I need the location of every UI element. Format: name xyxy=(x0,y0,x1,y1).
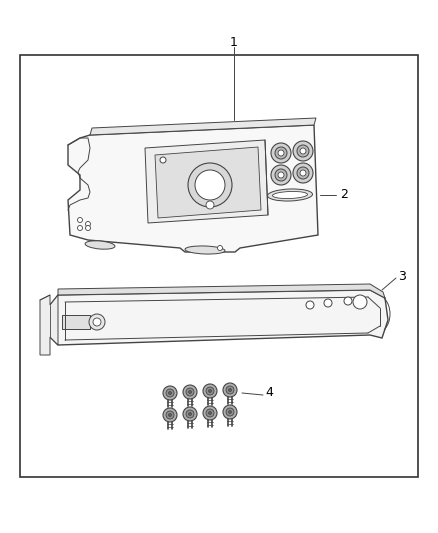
Circle shape xyxy=(344,297,352,305)
Circle shape xyxy=(183,407,197,421)
Circle shape xyxy=(306,301,314,309)
Circle shape xyxy=(169,414,172,416)
Circle shape xyxy=(183,385,197,399)
Circle shape xyxy=(78,217,82,222)
Circle shape xyxy=(300,170,306,176)
Circle shape xyxy=(188,391,191,393)
Circle shape xyxy=(278,172,284,178)
Circle shape xyxy=(297,145,309,157)
Circle shape xyxy=(169,392,172,394)
Polygon shape xyxy=(58,284,385,298)
Circle shape xyxy=(203,406,217,420)
Circle shape xyxy=(166,411,174,419)
Circle shape xyxy=(229,389,232,392)
Circle shape xyxy=(188,163,232,207)
Circle shape xyxy=(208,411,212,415)
Circle shape xyxy=(297,167,309,179)
Polygon shape xyxy=(145,140,268,223)
Circle shape xyxy=(278,150,284,156)
Circle shape xyxy=(188,413,191,416)
Circle shape xyxy=(195,170,225,200)
Polygon shape xyxy=(40,295,58,355)
Circle shape xyxy=(218,246,223,251)
Circle shape xyxy=(223,405,237,419)
Circle shape xyxy=(293,163,313,183)
Circle shape xyxy=(163,386,177,400)
Circle shape xyxy=(206,387,214,395)
Circle shape xyxy=(93,318,101,326)
Circle shape xyxy=(226,386,234,394)
Circle shape xyxy=(206,201,214,209)
Circle shape xyxy=(229,410,232,414)
Circle shape xyxy=(206,409,214,417)
Text: 3: 3 xyxy=(398,271,406,284)
Bar xyxy=(62,315,90,329)
Circle shape xyxy=(275,147,287,159)
Polygon shape xyxy=(155,147,261,218)
Circle shape xyxy=(163,408,177,422)
Circle shape xyxy=(226,408,234,416)
Circle shape xyxy=(275,169,287,181)
Circle shape xyxy=(186,388,194,396)
Bar xyxy=(20,55,418,477)
Ellipse shape xyxy=(185,246,225,254)
Circle shape xyxy=(166,389,174,397)
Circle shape xyxy=(353,295,367,309)
Polygon shape xyxy=(90,118,316,135)
Ellipse shape xyxy=(272,191,307,199)
Polygon shape xyxy=(50,290,388,345)
Circle shape xyxy=(78,225,82,230)
Circle shape xyxy=(85,225,91,230)
Ellipse shape xyxy=(85,241,115,249)
Circle shape xyxy=(324,299,332,307)
Circle shape xyxy=(208,390,212,392)
Circle shape xyxy=(300,148,306,154)
Text: 1: 1 xyxy=(230,36,238,49)
Polygon shape xyxy=(68,125,318,252)
Circle shape xyxy=(223,383,237,397)
Circle shape xyxy=(160,157,166,163)
Circle shape xyxy=(271,143,291,163)
Circle shape xyxy=(186,410,194,418)
Circle shape xyxy=(293,141,313,161)
Circle shape xyxy=(89,314,105,330)
Circle shape xyxy=(85,222,91,227)
Text: 4: 4 xyxy=(265,386,273,400)
Ellipse shape xyxy=(268,189,312,201)
Circle shape xyxy=(203,384,217,398)
Text: 2: 2 xyxy=(340,189,348,201)
Circle shape xyxy=(271,165,291,185)
